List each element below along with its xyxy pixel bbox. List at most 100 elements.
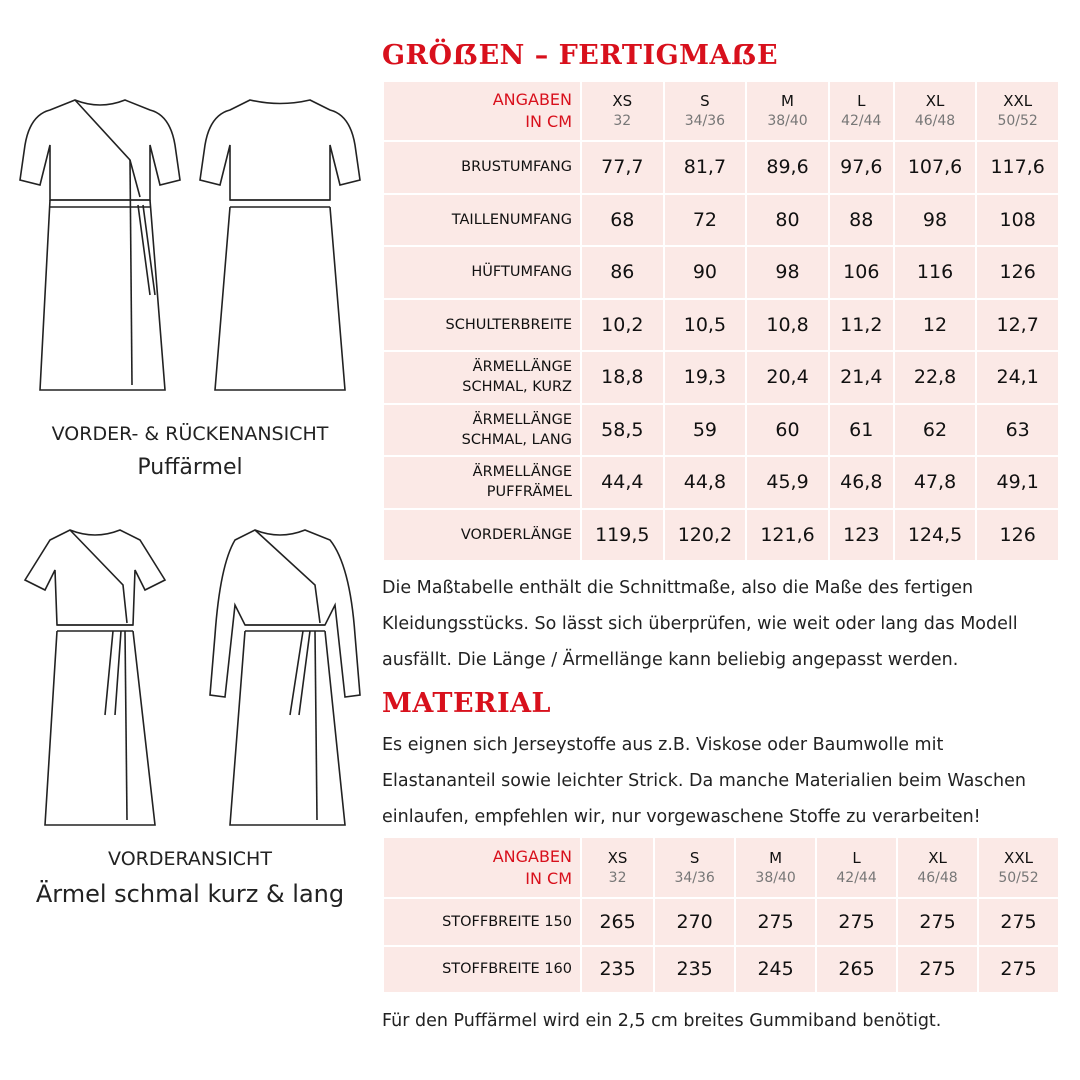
value-cell: 61 [827,402,895,457]
size-col: M 38/40 [734,836,818,899]
size-numbers: 42/44 [841,113,882,129]
size-col: S 34/36 [653,836,737,899]
size-numbers: 50/52 [998,869,1039,886]
value-cell: 245 [734,944,818,994]
material-text: Es eignen sich Jerseystoffe aus z.B. Vis… [382,735,1026,827]
row-label-line: ÄRMELLÄNGE [472,411,572,428]
sizes-title: GRÖẞEN – FERTIGMAẞE [382,40,779,71]
value-cell: 46,8 [827,455,895,510]
size-name: XL [928,848,947,867]
row-label: ÄRMELLÄNGE SCHMAL, KURZ [382,350,582,405]
row-label: TAILLENUMFANG [382,192,582,247]
row-label: HÜFTUMFANG [382,245,582,300]
table-row: ÄRMELLÄNGE PUFFRÄMEL 44,4 44,8 45,9 46,8 47,8 4… [382,455,1060,510]
value-cell: 235 [579,944,656,994]
value-cell: 90 [662,245,748,300]
size-numbers: 38/40 [755,869,796,886]
row-label-line: PUFFRÄMEL [486,484,572,501]
value-cell: 49,1 [975,455,1060,510]
value-cell: 126 [975,245,1060,300]
value-cell: 265 [579,897,656,947]
value-cell: 58,5 [580,402,665,457]
row-label-line: BRUSTUMFANG [461,159,572,176]
value-cell: 275 [896,897,980,947]
size-col: S 34/36 [662,80,748,142]
value-cell: 86 [580,245,665,300]
row-label: SCHULTERBREITE [382,297,582,352]
material-table: ANGABEN IN CM XS 32 S 34/36 M 38/40 L 42/44 X… [382,836,1060,994]
table-row: HÜFTUMFANG 86 90 98 106 116 126 [382,245,1060,300]
size-name: S [689,848,700,867]
size-name: M [781,92,794,110]
value-cell: 11,2 [827,297,895,352]
table-row: STOFFBREITE 150 265 270 275 275 275 275 [382,897,1060,947]
row-label: ÄRMELLÄNGE PUFFRÄMEL [382,455,582,510]
value-cell: 275 [896,944,980,994]
size-numbers: 34/36 [684,113,726,129]
value-cell: 275 [815,897,899,947]
value-cell: 10,5 [662,297,748,352]
value-cell: 126 [975,507,1060,562]
top-caption: VORDER- & RÜCKENANSICHT [51,423,329,445]
value-cell: 59 [662,402,748,457]
table-row: ÄRMELLÄNGE SCHMAL, KURZ 18,8 19,3 20,4 21,4 22… [382,350,1060,405]
value-cell: 72 [662,192,748,247]
row-label: ÄRMELLÄNGE SCHMAL, LANG [382,402,582,457]
table-row: ÄRMELLÄNGE SCHMAL, LANG 58,5 59 60 61 62 63 [382,402,1060,457]
size-numbers: 34/36 [674,869,715,886]
value-cell: 270 [653,897,737,947]
puff-sleeve-front-illustration [19,99,181,391]
row-label-line: SCHULTERBREITE [445,316,573,333]
size-col: L 42/44 [827,80,895,142]
value-cell: 98 [892,192,978,247]
row-label-line: ÄRMELLÄNGE [472,359,572,376]
value-cell: 275 [977,944,1060,994]
value-cell: 98 [745,245,830,300]
row-label: BRUSTUMFANG [382,140,582,195]
size-name: L [857,92,866,110]
bottom-subcaption: Ärmel schmal kurz & lang [35,880,345,908]
size-col: XS 32 [579,836,656,899]
value-cell: 21,4 [827,350,895,405]
value-cell: 265 [815,944,899,994]
value-cell: 120,2 [662,507,748,562]
value-cell: 119,5 [580,507,665,562]
size-name: L [852,848,861,867]
value-cell: 19,3 [662,350,748,405]
value-cell: 107,6 [892,140,978,195]
row-label-line: ÄRMELLÄNGE [472,464,572,481]
value-cell: 97,6 [827,140,895,195]
value-cell: 123 [827,507,895,562]
value-cell: 121,6 [745,507,830,562]
size-col: XS 32 [580,80,665,142]
value-cell: 89,6 [745,140,830,195]
row-label-line: HÜFTUMFANG [471,264,572,281]
value-cell: 20,4 [745,350,830,405]
header-label-line: IN CM [525,112,572,131]
size-col: XXL 50/52 [975,80,1060,142]
row-label-line: STOFFBREITE 160 [442,961,572,978]
table-row: STOFFBREITE 160 235 235 245 265 275 275 [382,944,1060,994]
value-cell: 80 [745,192,830,247]
value-cell: 117,6 [975,140,1060,195]
value-cell: 47,8 [892,455,978,510]
value-cell: 63 [975,402,1060,457]
size-name: XXL [1003,92,1033,110]
size-note: Die Maßtabelle enthält die Schnittmaße, … [382,578,1018,670]
size-name: XL [925,92,945,110]
value-cell: 77,7 [580,140,665,195]
value-cell: 10,2 [580,297,665,352]
value-cell: 116 [892,245,978,300]
value-cell: 12 [892,297,978,352]
puff-sleeve-back-illustration [199,99,361,391]
size-name: XS [607,848,628,867]
short-sleeve-front-illustration [23,529,167,826]
row-label-line: VORDERLÄNGE [460,526,572,543]
table-row: SCHULTERBREITE 10,2 10,5 10,8 11,2 12 12,7 [382,297,1060,352]
value-cell: 45,9 [745,455,830,510]
row-label-line: STOFFBREITE 150 [442,913,572,930]
row-label-line: SCHMAL, LANG [461,431,572,448]
value-cell: 68 [580,192,665,247]
size-col: XL 46/48 [896,836,980,899]
bottom-caption: VORDERANSICHT [108,848,272,870]
